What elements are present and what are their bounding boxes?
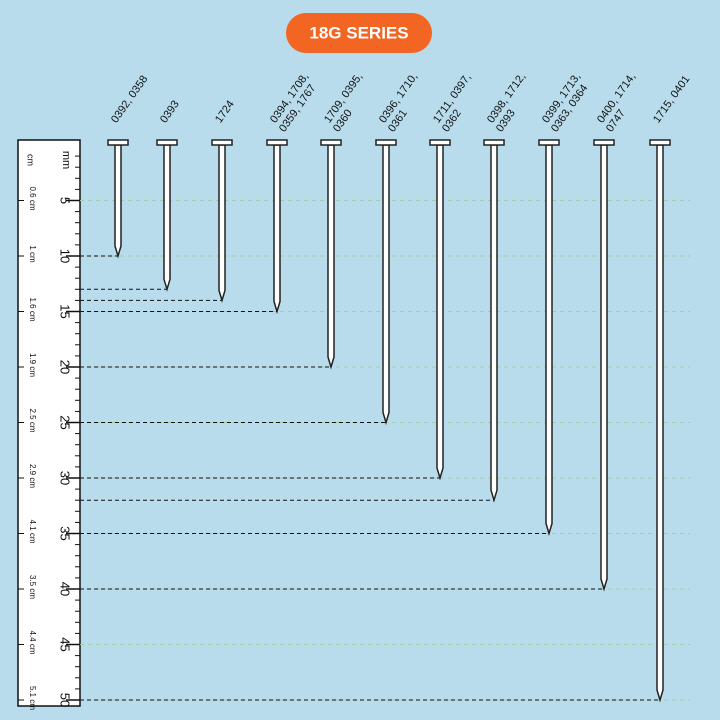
y-axis-label: mm	[60, 151, 72, 169]
y-tick-label: 35	[58, 526, 73, 540]
y-tick-label: 40	[58, 582, 73, 596]
badge	[286, 13, 432, 53]
category-label: 1724	[213, 98, 237, 125]
y-alt-tick-label: 1.6 cm	[28, 297, 37, 321]
y-alt-tick-label: 2.5 cm	[28, 408, 37, 432]
nail-head	[156, 139, 178, 146]
y-tick-label: 50	[58, 693, 73, 707]
y-alt-tick-label: 4.1 cm	[28, 519, 37, 543]
nail-head	[375, 139, 397, 146]
chart-title: 18G SERIES	[309, 23, 408, 42]
y-alt-tick-label: 3.5 cm	[28, 575, 37, 599]
y-alt-tick-label: 2.9 cm	[28, 464, 37, 488]
y-tick-label: 20	[58, 360, 73, 374]
nail	[273, 144, 281, 315]
y-alt-tick-label: 0.6 cm	[28, 186, 37, 210]
nail	[163, 144, 171, 292]
y-alt-tick-label: 5.1 cm	[28, 686, 37, 710]
y-tick-label: 10	[58, 249, 73, 263]
nail-head	[593, 139, 615, 146]
y-tick-label: 30	[58, 471, 73, 485]
y-alt-axis-label: cm	[26, 154, 36, 166]
nail-head	[320, 139, 342, 146]
y-tick-label: 45	[58, 637, 73, 651]
nail-head	[483, 139, 505, 146]
category-label: 0393	[158, 98, 182, 125]
y-alt-tick-label: 1 cm	[28, 245, 37, 263]
y-alt-tick-label: 4.4 cm	[28, 630, 37, 654]
nail	[490, 144, 498, 503]
category-label: 0392, 0358	[109, 73, 150, 125]
nail	[327, 144, 335, 370]
nail	[545, 144, 553, 537]
nail	[114, 144, 122, 259]
nail-head	[429, 139, 451, 146]
nail	[382, 144, 390, 426]
nail-head	[266, 139, 288, 146]
nail-head	[538, 139, 560, 146]
nail	[436, 144, 444, 481]
nail-head	[649, 139, 671, 146]
nail	[218, 144, 226, 304]
y-tick-label: 5	[58, 197, 73, 204]
y-alt-tick-label: 1.9 cm	[28, 353, 37, 377]
category-label: 1715, 0401	[651, 73, 692, 125]
y-tick-label: 15	[58, 304, 73, 318]
nail-head	[107, 139, 129, 146]
nail	[600, 144, 608, 592]
nail-head	[211, 139, 233, 146]
y-tick-label: 25	[58, 415, 73, 429]
nail	[656, 144, 664, 703]
